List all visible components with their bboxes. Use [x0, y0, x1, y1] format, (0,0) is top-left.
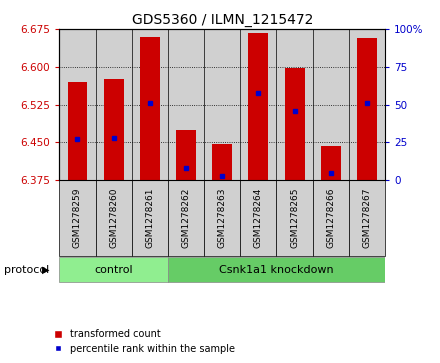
- FancyBboxPatch shape: [59, 257, 168, 282]
- FancyBboxPatch shape: [132, 180, 168, 256]
- Text: GSM1278262: GSM1278262: [182, 188, 191, 248]
- Bar: [140, 37, 160, 180]
- FancyBboxPatch shape: [276, 180, 313, 256]
- Text: GSM1278261: GSM1278261: [145, 188, 154, 248]
- Bar: [68, 82, 88, 180]
- Bar: [104, 79, 124, 180]
- Text: GSM1278265: GSM1278265: [290, 188, 299, 248]
- FancyBboxPatch shape: [313, 180, 349, 256]
- Text: GSM1278266: GSM1278266: [326, 188, 335, 248]
- Text: protocol: protocol: [4, 265, 50, 274]
- Bar: [59, 29, 95, 180]
- Bar: [321, 146, 341, 180]
- Bar: [249, 33, 268, 180]
- Text: GSM1278263: GSM1278263: [218, 188, 227, 248]
- Bar: [132, 29, 168, 180]
- Bar: [176, 130, 196, 180]
- FancyBboxPatch shape: [59, 180, 95, 256]
- Bar: [95, 29, 132, 180]
- Text: GSM1278264: GSM1278264: [254, 188, 263, 248]
- Bar: [168, 29, 204, 180]
- Text: GSM1278259: GSM1278259: [73, 188, 82, 248]
- Legend: transformed count, percentile rank within the sample: transformed count, percentile rank withi…: [49, 326, 239, 358]
- Text: GSM1278260: GSM1278260: [109, 188, 118, 248]
- Bar: [349, 29, 385, 180]
- FancyBboxPatch shape: [240, 180, 276, 256]
- FancyBboxPatch shape: [168, 180, 204, 256]
- Text: ▶: ▶: [42, 265, 49, 274]
- FancyBboxPatch shape: [95, 180, 132, 256]
- Bar: [313, 29, 349, 180]
- Bar: [212, 144, 232, 180]
- Text: GSM1278267: GSM1278267: [363, 188, 371, 248]
- Bar: [285, 68, 304, 180]
- FancyBboxPatch shape: [168, 257, 385, 282]
- Bar: [204, 29, 240, 180]
- FancyBboxPatch shape: [349, 180, 385, 256]
- Bar: [240, 29, 276, 180]
- FancyBboxPatch shape: [204, 180, 240, 256]
- Text: control: control: [94, 265, 133, 274]
- Text: Csnk1a1 knockdown: Csnk1a1 knockdown: [219, 265, 334, 274]
- Title: GDS5360 / ILMN_1215472: GDS5360 / ILMN_1215472: [132, 13, 313, 26]
- Bar: [357, 38, 377, 180]
- Bar: [276, 29, 313, 180]
